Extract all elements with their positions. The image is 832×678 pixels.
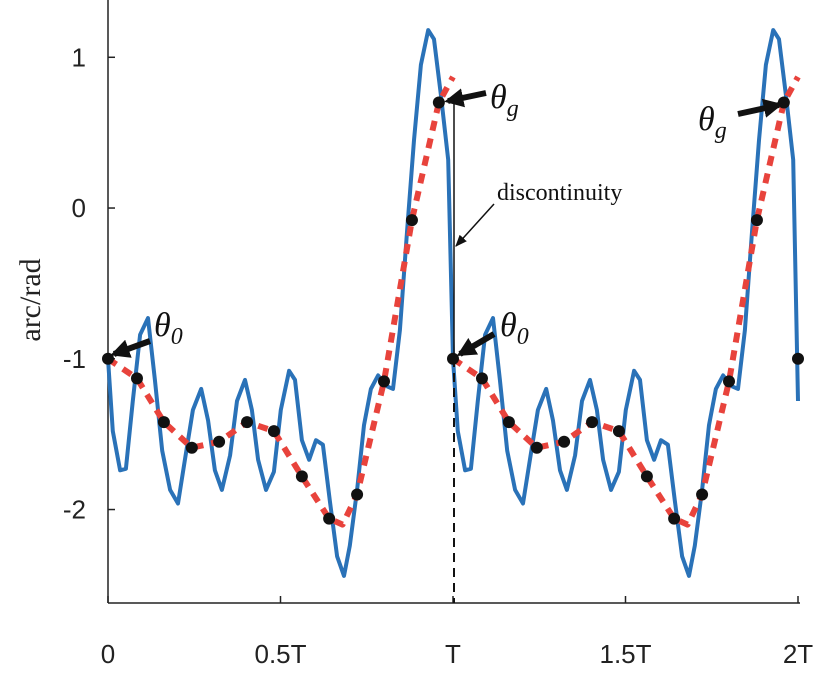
annotation-text: θ: [154, 307, 171, 344]
marker: [475, 372, 488, 385]
arrow: [444, 88, 487, 108]
arrow: [110, 338, 152, 358]
x-tick-label: 2T: [783, 639, 813, 669]
marker: [723, 375, 735, 388]
y-tick-label: -2: [63, 495, 86, 525]
annotation: θ0: [500, 307, 529, 350]
x-tick-label: T: [445, 639, 461, 669]
annotation: θg: [698, 101, 727, 144]
marker: [777, 96, 790, 109]
y-axis-label: arc/rad: [14, 258, 47, 341]
marker: [157, 416, 170, 429]
marker: [792, 352, 804, 365]
annotation-text: θ: [500, 307, 517, 344]
marker: [612, 425, 625, 438]
annotation: discontinuity: [497, 180, 622, 206]
marker: [668, 512, 681, 525]
marker: [530, 441, 543, 454]
annotation-sub: g: [715, 118, 727, 144]
arrow: [455, 203, 495, 247]
marker: [502, 416, 515, 429]
y-tick-label: 0: [72, 193, 86, 223]
arrow: [737, 98, 783, 118]
marker: [696, 488, 709, 501]
marker: [432, 96, 445, 109]
y-tick-label: 1: [72, 42, 86, 72]
marker: [185, 441, 198, 454]
marker: [750, 214, 763, 227]
annotation-text: θ: [490, 79, 507, 116]
marker: [351, 488, 364, 501]
marker: [130, 372, 143, 385]
x-tick-label: 0: [101, 639, 115, 669]
marker: [586, 416, 599, 429]
annotation-sub: 0: [171, 324, 183, 350]
marker: [640, 470, 653, 483]
annotation: θ0: [154, 307, 183, 350]
marker: [405, 214, 418, 227]
marker: [558, 435, 571, 448]
arrow: [456, 331, 496, 357]
annotation-sub: g: [507, 96, 519, 122]
marker: [267, 425, 280, 438]
dashed-line: [106, 75, 801, 528]
marker: [241, 416, 254, 429]
x-tick-label: 0.5T: [254, 639, 306, 669]
marker: [295, 470, 308, 483]
marker: [102, 352, 114, 365]
marker: [213, 435, 226, 448]
x-tick-label: 1.5T: [599, 639, 651, 669]
annotation-sub: 0: [517, 324, 529, 350]
annotation-text: θ: [698, 101, 715, 138]
marker: [378, 375, 390, 388]
y-tick-label: -1: [63, 344, 86, 374]
annotation: θg: [490, 79, 519, 122]
marker: [323, 512, 336, 525]
